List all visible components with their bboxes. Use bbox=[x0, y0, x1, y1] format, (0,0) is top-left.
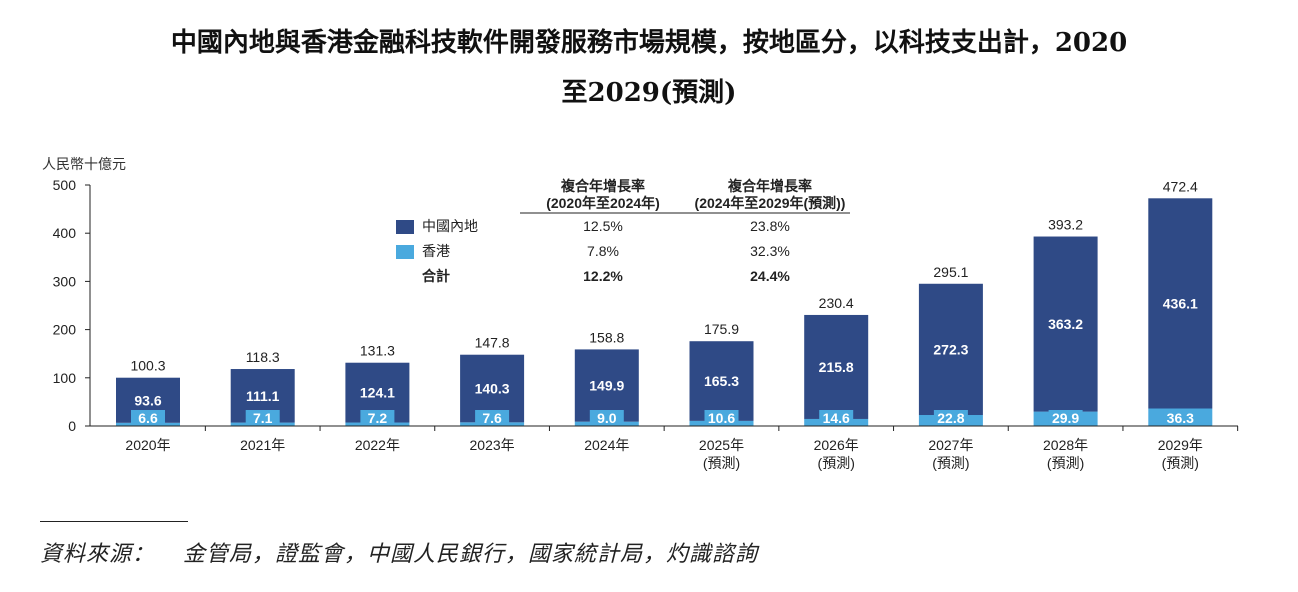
legend-swatch-mainland bbox=[396, 220, 414, 234]
x-tick-note: (預測) bbox=[1047, 455, 1084, 471]
cagr-value: 32.3% bbox=[750, 243, 790, 259]
x-tick-note: (預測) bbox=[932, 455, 969, 471]
cagr-value: 7.8% bbox=[587, 243, 619, 259]
bar-hongkong-label-bg bbox=[245, 410, 280, 425]
legend-swatch-hongkong bbox=[396, 245, 414, 259]
bar-mainland-label: 215.8 bbox=[819, 359, 854, 375]
bar-mainland-label: 140.3 bbox=[475, 381, 510, 397]
bar-hongkong-label-bg bbox=[475, 410, 510, 425]
bar-mainland bbox=[1148, 198, 1213, 409]
bar-hongkong-label: 7.6 bbox=[482, 410, 502, 426]
y-tick-label: 300 bbox=[53, 273, 77, 289]
bar-hongkong-label: 7.1 bbox=[253, 410, 273, 426]
bar-hongkong-label-bg bbox=[1048, 410, 1083, 425]
bar-hongkong-label-bg bbox=[131, 410, 165, 425]
source-label: 資料來源： bbox=[40, 542, 156, 567]
x-tick-label: 2028年 bbox=[1043, 437, 1088, 453]
x-tick-label: 2023年 bbox=[470, 437, 515, 453]
source-text: 金管局，證監會，中國人民銀行，國家統計局，灼識諮詢 bbox=[183, 542, 759, 567]
bar-mainland-label: 272.3 bbox=[933, 341, 968, 357]
x-tick-note: (預測) bbox=[703, 455, 740, 471]
bar-hongkong-label: 10.6 bbox=[708, 410, 735, 426]
cagr-header-title: 複合年增長率 bbox=[727, 178, 812, 194]
bar-mainland bbox=[804, 314, 869, 419]
x-tick-label: 2026年 bbox=[814, 437, 859, 453]
bar-total-label: 118.3 bbox=[246, 349, 280, 365]
cagr-value: 23.8% bbox=[750, 218, 790, 234]
bar-mainland-label: 363.2 bbox=[1048, 316, 1083, 332]
bar-mainland-label: 149.9 bbox=[589, 378, 624, 394]
bar-total-label: 295.1 bbox=[933, 264, 968, 280]
cagr-header-period: (2024年至2029年(預測)) bbox=[695, 195, 846, 211]
bar-total-label: 175.9 bbox=[704, 321, 739, 337]
chart-title-line2: 至2029(預測) bbox=[561, 78, 737, 108]
x-tick-label: 2025年 bbox=[699, 437, 744, 453]
bar-mainland-label: 111.1 bbox=[246, 388, 280, 404]
bar-hongkong-label-bg bbox=[360, 410, 395, 425]
bar-hongkong-label-bg bbox=[704, 410, 739, 425]
bar-hongkong-label: 9.0 bbox=[597, 410, 617, 426]
x-tick-label: 2022年 bbox=[355, 437, 400, 453]
bar-mainland bbox=[918, 283, 983, 416]
cagr-header-title: 複合年增長率 bbox=[560, 178, 645, 194]
cagr-value: 24.4% bbox=[750, 268, 790, 284]
bar-total-label: 472.4 bbox=[1163, 178, 1198, 194]
bar-mainland-label: 124.1 bbox=[360, 385, 395, 401]
y-tick-label: 0 bbox=[68, 418, 76, 434]
x-tick-note: (預測) bbox=[1162, 455, 1199, 471]
bar-hongkong-label: 29.9 bbox=[1052, 410, 1079, 426]
bar-total-label: 131.3 bbox=[360, 343, 395, 359]
bar-total-label: 147.8 bbox=[475, 335, 510, 351]
bar-mainland bbox=[689, 341, 754, 421]
bar-hongkong-label: 36.3 bbox=[1167, 410, 1194, 426]
bar-hongkong-label-bg bbox=[589, 410, 624, 425]
bar-mainland bbox=[1033, 236, 1098, 412]
bar-hongkong-label-bg bbox=[819, 410, 854, 425]
bar-mainland-label: 93.6 bbox=[134, 392, 161, 408]
cagr-value: 12.5% bbox=[583, 218, 623, 234]
chart-title-line1: 中國內地與香港金融科技軟件開發服務市場規模，按地區分，以科技支出計，2020 bbox=[170, 28, 1128, 58]
bar-hongkong-label-bg bbox=[933, 410, 968, 425]
bar-mainland bbox=[574, 349, 639, 422]
legend-label-total: 合計 bbox=[422, 268, 450, 284]
bar-mainland-label: 436.1 bbox=[1163, 295, 1198, 311]
bar-mainland-label: 165.3 bbox=[704, 373, 739, 389]
legend-label-mainland: 中國內地 bbox=[422, 218, 478, 234]
bar-total-label: 393.2 bbox=[1048, 217, 1083, 233]
x-tick-label: 2021年 bbox=[240, 437, 285, 453]
legend-label-hongkong: 香港 bbox=[422, 243, 450, 259]
y-tick-label: 200 bbox=[53, 322, 77, 338]
bar-hongkong-label: 6.6 bbox=[138, 410, 158, 426]
x-tick-note: (預測) bbox=[818, 455, 855, 471]
bar-hongkong-label-bg bbox=[1163, 410, 1198, 425]
bar-total-label: 230.4 bbox=[819, 295, 854, 311]
bar-total-label: 100.3 bbox=[130, 358, 165, 374]
y-tick-label: 400 bbox=[53, 225, 77, 241]
stacked-bar-chart: 0 100 200 300 400 500 6.6 93.6 100.3 2020年 7.1 111.… bbox=[53, 177, 1239, 471]
cagr-value: 12.2% bbox=[583, 268, 623, 284]
cagr-header-period: (2020年至2024年) bbox=[546, 195, 660, 211]
x-tick-label: 2027年 bbox=[928, 437, 973, 453]
bar-total-label: 158.8 bbox=[589, 329, 624, 345]
x-tick-label: 2024年 bbox=[584, 437, 629, 453]
bar-hongkong-label: 14.6 bbox=[823, 410, 850, 426]
y-tick-label: 500 bbox=[53, 177, 77, 193]
x-tick-label: 2020年 bbox=[125, 437, 170, 453]
source-note: 資料來源： 金管局，證監會，中國人民銀行，國家統計局，灼識諮詢 bbox=[40, 536, 758, 568]
bar-hongkong-label: 7.2 bbox=[368, 410, 388, 426]
bar-hongkong-label: 22.8 bbox=[937, 410, 964, 426]
y-tick-label: 100 bbox=[53, 370, 77, 386]
source-divider bbox=[40, 521, 188, 522]
y-axis-unit: 人民幣十億元 bbox=[42, 156, 126, 172]
x-tick-label: 2029年 bbox=[1158, 437, 1203, 453]
